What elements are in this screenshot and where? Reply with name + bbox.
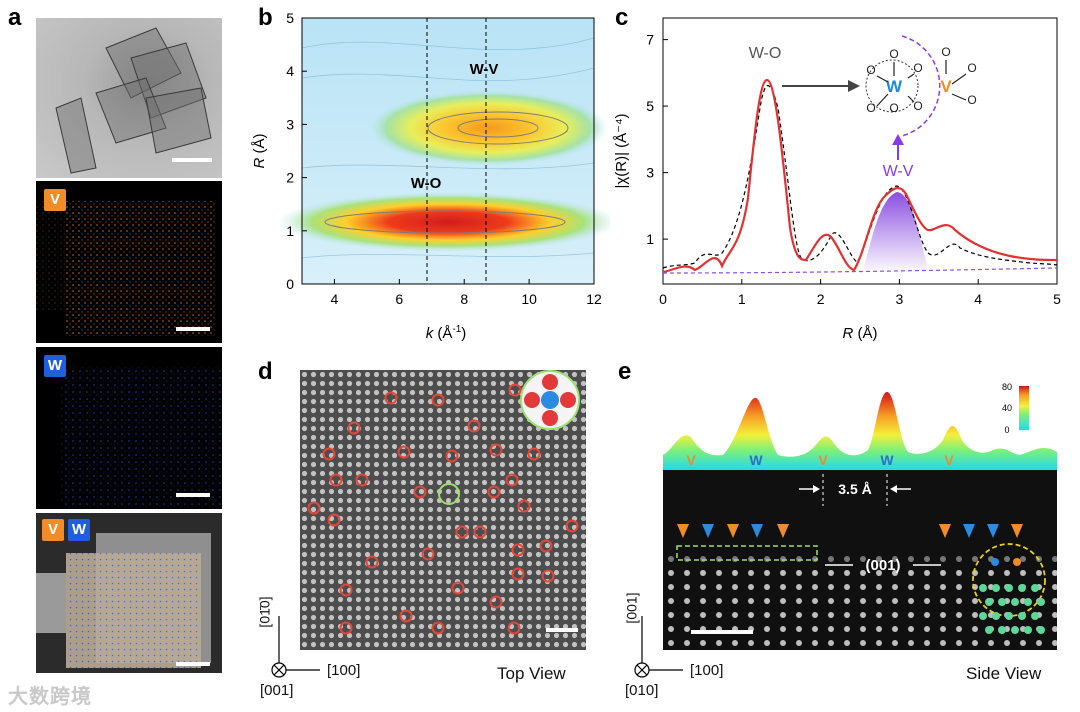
- colorbar: 80 40 0: [1002, 382, 1029, 435]
- y-tick-label: 3: [646, 165, 654, 181]
- haadf-top-view: [300, 370, 586, 650]
- y-tick-label: 1: [286, 223, 294, 239]
- profile-label: W: [880, 452, 894, 468]
- view-label-e: Side View: [966, 664, 1042, 683]
- svg-text:O: O: [967, 61, 976, 75]
- y-tick-label: 5: [646, 98, 654, 114]
- y-axis-label: R (Å): [251, 133, 268, 168]
- svg-text:O: O: [889, 101, 898, 115]
- axis-label-vertical: [001]: [623, 592, 640, 624]
- y-tick-label: 2: [286, 170, 294, 186]
- x-tick-label: 12: [586, 291, 602, 307]
- tem-image: [36, 18, 222, 178]
- y-tick-label: 5: [286, 10, 294, 26]
- annotation-wo: W-O: [749, 45, 782, 62]
- panel-label-d: d: [258, 358, 273, 385]
- panel-label-c: c: [615, 4, 629, 31]
- x-tick-label: 8: [460, 291, 468, 307]
- tem-nanosheets: [55, 27, 212, 174]
- axis-label-horizontal: [100]: [327, 662, 361, 679]
- haadf-side-view: V W V W V 80 40 0 3.5 Å (001): [663, 370, 1057, 650]
- profile-label: V: [818, 452, 828, 468]
- x-tick-label: 3: [896, 291, 904, 307]
- y-axis-ticks: 0 1 2 3 4 5: [286, 10, 307, 292]
- annotation-wv: W-V: [883, 163, 914, 180]
- svg-text:O: O: [889, 47, 898, 61]
- svg-text:O: O: [913, 99, 922, 113]
- svg-text:V: V: [940, 77, 952, 96]
- x-axis-label: k (Å-1): [426, 324, 467, 342]
- x-tick-label: 4: [974, 291, 982, 307]
- eds-map-overlay: V W: [36, 513, 222, 673]
- svg-text:O: O: [866, 101, 875, 115]
- svg-text:W: W: [886, 77, 903, 96]
- y-axis-label: |χ(R)| (Å⁻⁴): [613, 113, 630, 188]
- x-axis-label: R (Å): [842, 325, 877, 342]
- axis-label-horizontal: [100]: [690, 662, 724, 679]
- x-tick-label: 1: [738, 291, 746, 307]
- spacing-label: 3.5 Å: [838, 481, 871, 497]
- axis-label-out: [001]: [260, 682, 294, 699]
- y-axis-ticks: 1 3 5 7: [646, 32, 668, 247]
- ft-exafs-plot: 0 1 2 3 4 5 1 3 5 7 W-O W-V W V O O O O O O O O …: [613, 17, 1061, 342]
- tag-v-overlay: V: [42, 519, 64, 541]
- axis-glyph-d: [01̄0] [100] [001]: [257, 580, 385, 700]
- svg-text:0: 0: [1004, 425, 1009, 435]
- view-label-d: Top View: [497, 664, 566, 683]
- y-tick-label: 7: [646, 32, 654, 48]
- y-tick-label: 4: [286, 63, 294, 79]
- svg-text:O: O: [941, 45, 950, 59]
- x-tick-label: 5: [1053, 291, 1061, 307]
- svg-text:O: O: [866, 63, 875, 77]
- eds-map-w: W: [36, 347, 222, 509]
- axis-glyph-e: [001] [100] [010]: [624, 580, 748, 700]
- svg-text:80: 80: [1002, 382, 1012, 392]
- svg-text:O: O: [913, 61, 922, 75]
- panel-label-b: b: [258, 4, 273, 31]
- y-tick-label: 3: [286, 116, 294, 132]
- svg-text:40: 40: [1002, 403, 1012, 413]
- watermark: 大数跨境: [8, 686, 92, 708]
- x-tick-label: 4: [331, 291, 339, 307]
- tag-v: V: [44, 189, 66, 211]
- x-tick-label: 2: [817, 291, 825, 307]
- axis-label-out: [010]: [625, 682, 659, 699]
- x-axis-ticks: 4 6 8 10 12: [331, 279, 602, 307]
- panel-label-e: e: [618, 358, 632, 385]
- profile-label: W: [749, 452, 763, 468]
- y-tick-label: 0: [286, 276, 294, 292]
- annotation-wo: W-O: [411, 175, 442, 192]
- annotation-wv: W-V: [470, 61, 499, 78]
- atom-model-inset: [520, 370, 580, 430]
- tag-w: W: [44, 355, 66, 377]
- profile-label: V: [686, 452, 696, 468]
- tag-w-overlay: W: [68, 519, 90, 541]
- x-tick-label: 0: [659, 291, 667, 307]
- axis-label-vertical: [01̄0]: [256, 596, 273, 628]
- profile-label: V: [944, 452, 954, 468]
- panel-label-a: a: [8, 4, 22, 31]
- structure-inset: W V O O O O O O O O O: [865, 35, 977, 137]
- x-tick-label: 10: [521, 291, 537, 307]
- y-tick-label: 1: [646, 231, 654, 247]
- plane-label: (001): [865, 557, 900, 574]
- x-tick-label: 6: [395, 291, 403, 307]
- eds-map-v: V: [36, 181, 222, 343]
- x-axis-ticks: 0 1 2 3 4 5: [659, 279, 1061, 307]
- svg-text:O: O: [967, 93, 976, 107]
